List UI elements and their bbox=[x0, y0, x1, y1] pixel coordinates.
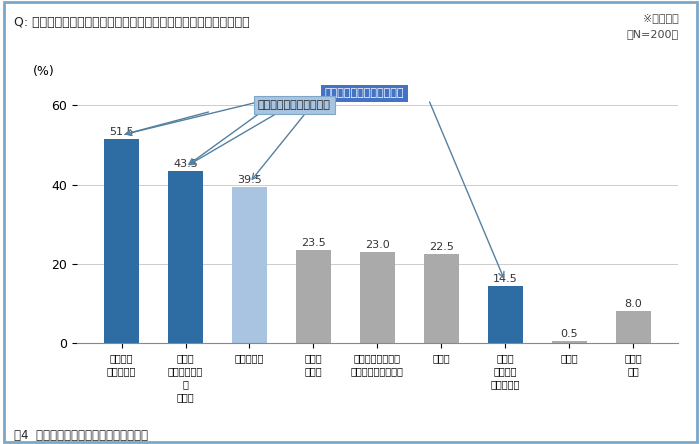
Text: 図4  冬場の室内における乾燥対策の課題: 図4 冬場の室内における乾燥対策の課題 bbox=[14, 429, 148, 442]
Text: 湿度コントロールの難しさ: 湿度コントロールの難しさ bbox=[325, 88, 405, 99]
Text: 8.0: 8.0 bbox=[624, 299, 642, 309]
Text: Q: 冬場の室内における乾燥対策にはどのような課題がありますか。: Q: 冬場の室内における乾燥対策にはどのような課題がありますか。 bbox=[14, 16, 250, 28]
Text: （N=200）: （N=200） bbox=[627, 29, 679, 39]
Y-axis label: (%): (%) bbox=[33, 65, 55, 78]
Bar bbox=[296, 250, 331, 343]
Bar bbox=[360, 252, 395, 343]
Bar bbox=[104, 139, 139, 343]
Bar bbox=[168, 170, 203, 343]
Text: ※複数回答: ※複数回答 bbox=[643, 13, 679, 24]
Text: 0.5: 0.5 bbox=[560, 329, 578, 339]
Text: 39.5: 39.5 bbox=[237, 174, 262, 185]
Bar bbox=[615, 311, 651, 343]
Text: 23.0: 23.0 bbox=[365, 240, 390, 250]
Bar bbox=[488, 285, 523, 343]
Bar bbox=[232, 186, 267, 343]
Text: 22.5: 22.5 bbox=[429, 242, 454, 252]
Text: 51.5: 51.5 bbox=[109, 127, 134, 137]
Text: 23.5: 23.5 bbox=[301, 238, 326, 248]
Text: 湿度コントロールの手間: 湿度コントロールの手間 bbox=[258, 100, 330, 111]
Text: 14.5: 14.5 bbox=[493, 274, 517, 284]
Text: 43.5: 43.5 bbox=[173, 159, 198, 169]
Bar bbox=[424, 254, 459, 343]
Bar bbox=[552, 341, 587, 343]
